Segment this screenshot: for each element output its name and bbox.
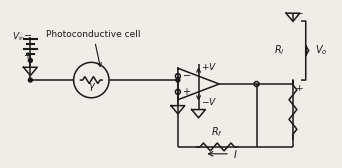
Text: $+$: $+$	[295, 83, 303, 93]
Text: $I$: $I$	[233, 148, 238, 160]
Text: $-V$: $-V$	[201, 96, 218, 107]
Text: $-$: $-$	[24, 29, 32, 39]
Circle shape	[28, 78, 32, 82]
Text: $+V$: $+V$	[201, 61, 218, 72]
Text: $\gamma$: $\gamma$	[88, 81, 96, 93]
Text: $R_l$: $R_l$	[274, 44, 285, 57]
Circle shape	[28, 58, 32, 62]
Text: $R_f$: $R_f$	[211, 125, 223, 139]
Text: $-$: $-$	[295, 7, 304, 16]
Text: $V_o$: $V_o$	[315, 44, 327, 57]
Circle shape	[176, 78, 180, 82]
Text: $V_{\rm in}$: $V_{\rm in}$	[12, 31, 25, 43]
Text: Photoconductive cell: Photoconductive cell	[46, 30, 141, 66]
Text: $-$: $-$	[182, 69, 191, 79]
Text: $+$: $+$	[24, 50, 32, 61]
Text: $+$: $+$	[182, 86, 191, 97]
